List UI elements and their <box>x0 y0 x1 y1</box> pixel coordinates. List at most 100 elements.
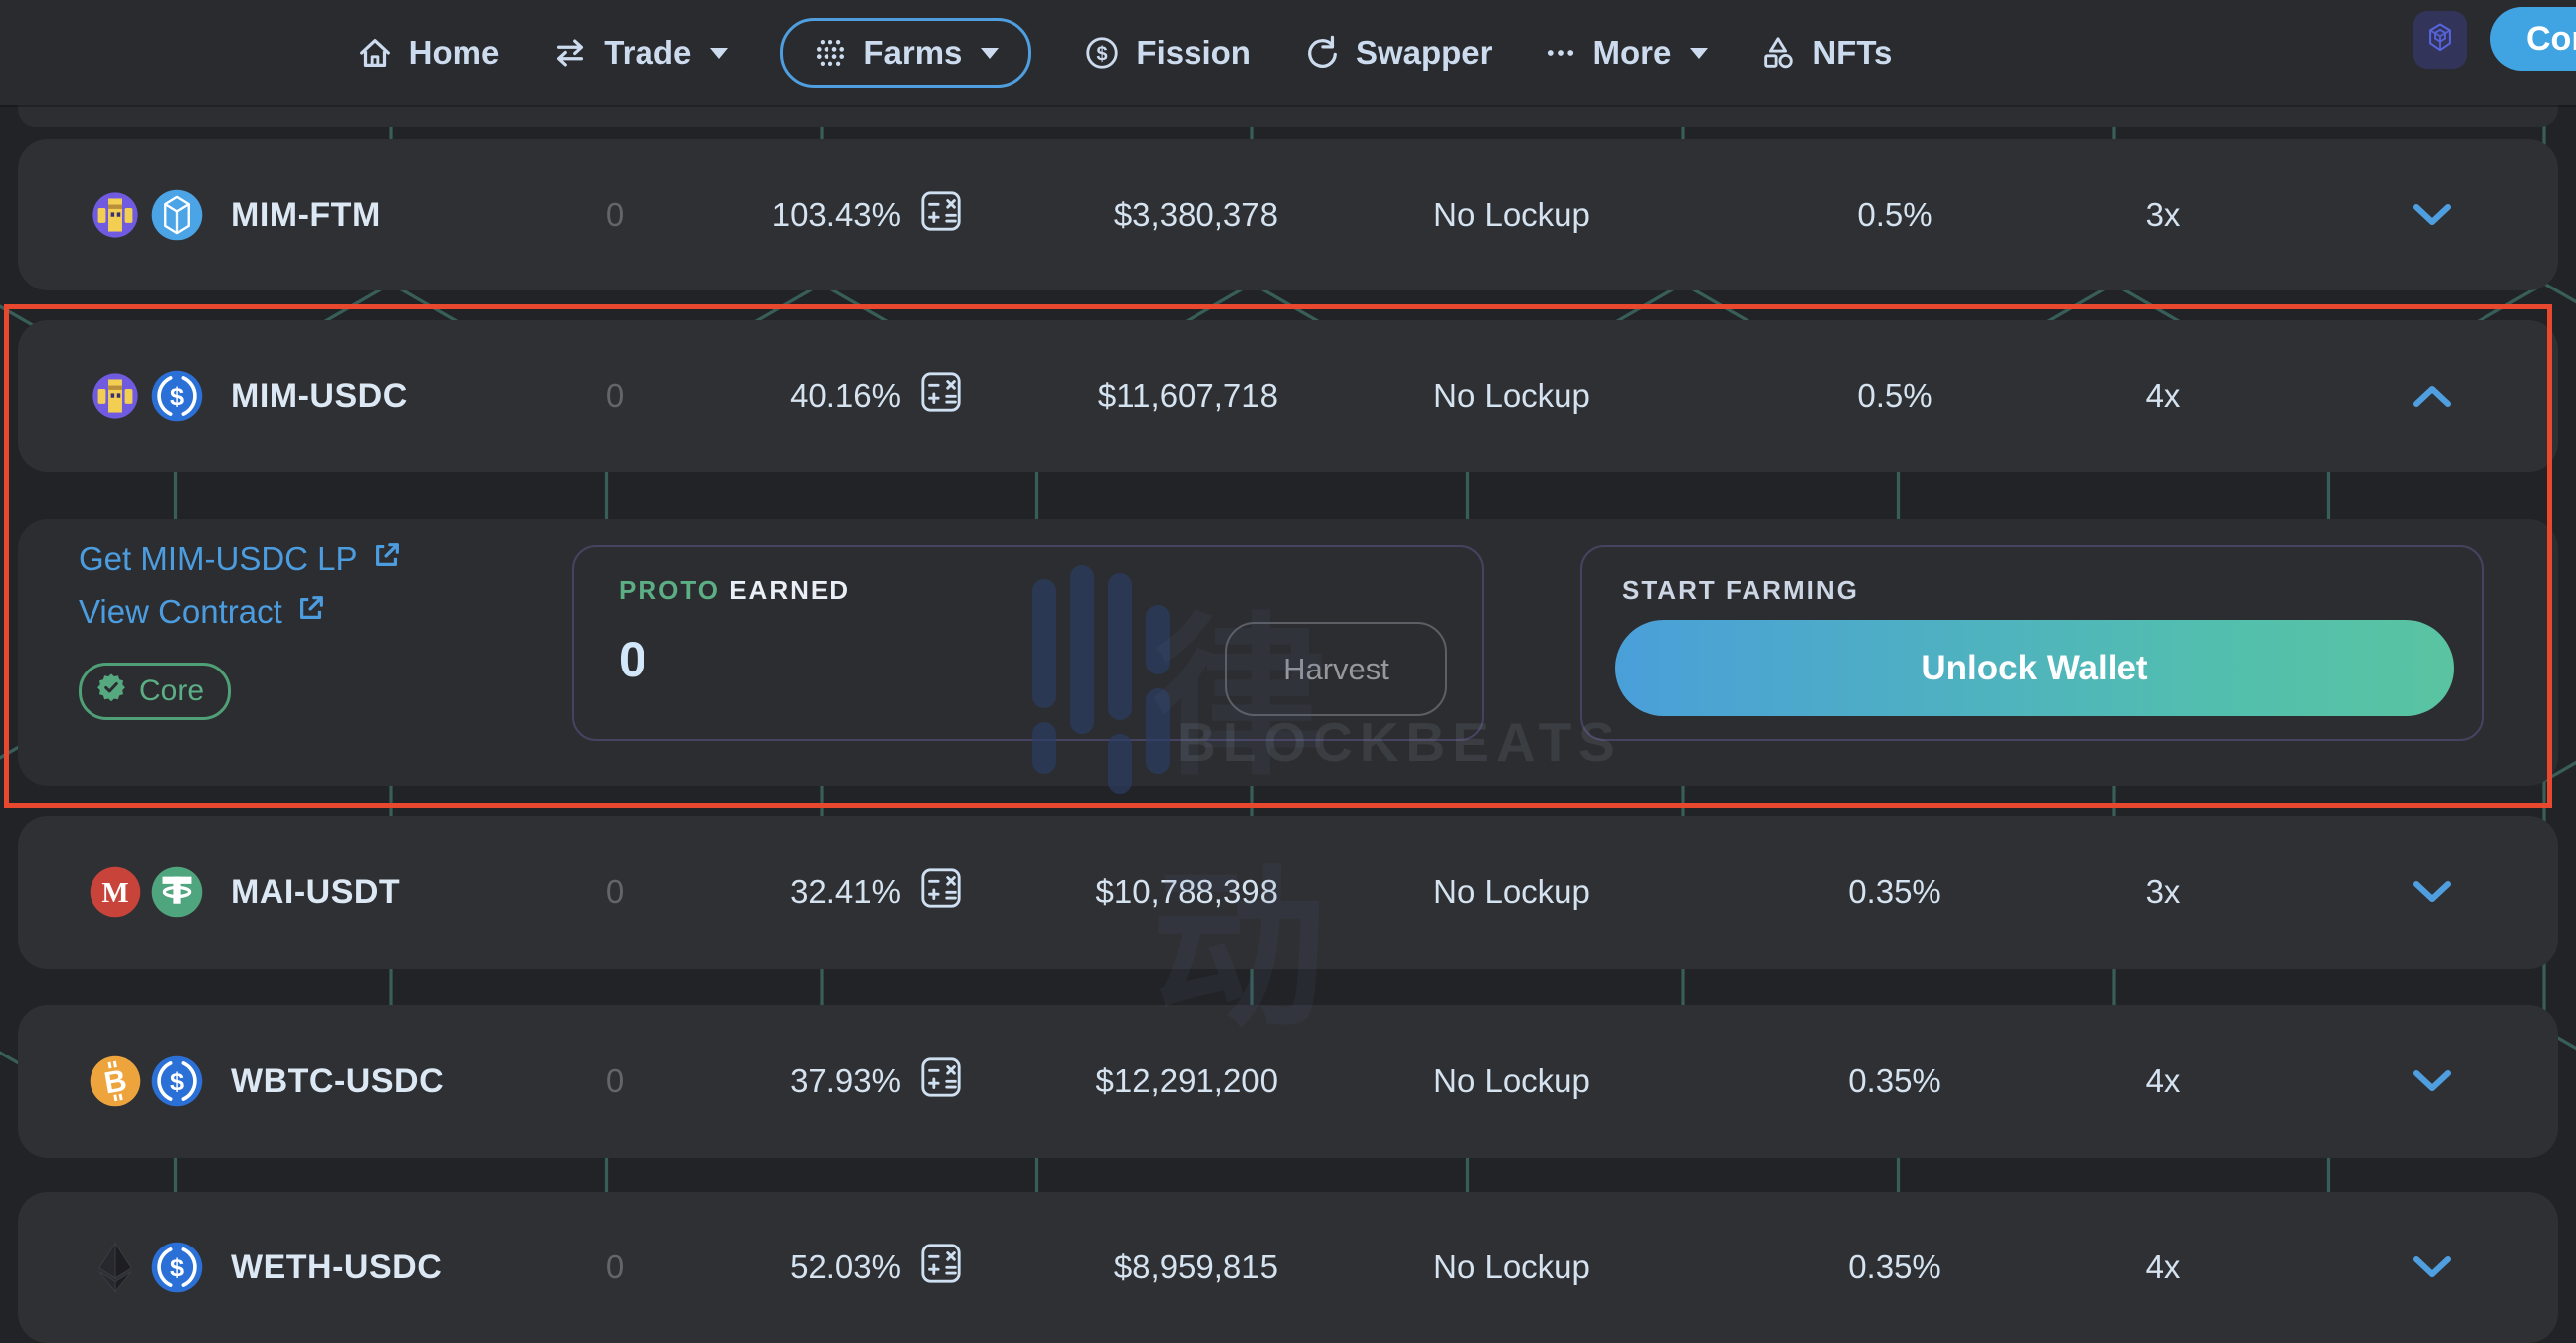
svg-text:$: $ <box>1097 44 1108 66</box>
top-navigation: Home Trade Farms $ <box>0 0 2576 105</box>
multiplier-value: 4x <box>2145 1248 2181 1285</box>
nav-item-more[interactable]: More <box>1544 34 1709 72</box>
liquidity-value: $11,607,718 <box>1097 377 1278 414</box>
start-farming-title: START FARMING <box>1622 575 1859 605</box>
multiplier-value: 3x <box>2145 196 2181 233</box>
nav-item-home[interactable]: Home <box>356 34 500 72</box>
fantom-cube-icon <box>2422 20 2458 61</box>
nav-item-fission[interactable]: $ Fission <box>1083 34 1251 72</box>
lockup-value: No Lockup <box>1433 1248 1590 1285</box>
pair-cell: $ MIM-USDC <box>88 320 408 472</box>
verified-seal-icon <box>96 672 126 710</box>
apr-calculator-icon[interactable] <box>919 370 963 422</box>
nav-label: Home <box>408 34 500 71</box>
deposit-fee-value: 0.5% <box>1857 377 1932 414</box>
apr-calculator-icon[interactable] <box>919 189 963 241</box>
view-contract-link[interactable]: View Contract <box>79 590 402 634</box>
get-lp-label: Get MIM-USDC LP <box>79 540 358 577</box>
token-icon-mim <box>88 187 143 243</box>
multiplier-value: 4x <box>2145 377 2181 414</box>
token-icon-usdt <box>149 864 205 920</box>
nav-item-nfts[interactable]: NFTs <box>1759 34 1892 72</box>
home-icon <box>356 34 394 72</box>
earned-suffix-label: EARNED <box>729 575 851 605</box>
nav-label: Fission <box>1136 34 1251 71</box>
pair-cell: $ WETH-USDC <box>88 1192 442 1343</box>
partial-row-above <box>18 105 2558 127</box>
earned-token-label: PROTO <box>619 575 720 605</box>
harvest-button[interactable]: Harvest <box>1225 622 1447 716</box>
expand-chevron[interactable] <box>2397 1192 2467 1343</box>
pair-name: MAI-USDT <box>231 872 401 911</box>
pair-name: MIM-FTM <box>231 195 381 234</box>
collapse-chevron[interactable] <box>2397 320 2467 472</box>
nav-item-farms[interactable]: Farms <box>780 18 1032 88</box>
apr-calculator-icon[interactable] <box>919 866 963 918</box>
token-icon-mim <box>88 368 143 424</box>
view-contract-label: View Contract <box>79 593 282 630</box>
svg-text:$: $ <box>170 1254 184 1282</box>
apr-value: 103.43% <box>771 196 901 233</box>
token-icon-ftm <box>149 187 205 243</box>
apr-cell: 40.16% <box>790 320 963 472</box>
nav-item-trade[interactable]: Trade <box>551 34 729 72</box>
token-icon-weth <box>88 1240 143 1295</box>
svg-text:M: M <box>101 877 128 909</box>
core-badge-label: Core <box>139 674 205 707</box>
liquidity-value: $12,291,200 <box>1095 1062 1278 1099</box>
lockup-value: No Lockup <box>1433 377 1590 414</box>
deposit-fee-value: 0.35% <box>1848 1248 1941 1285</box>
apr-cell: 32.41% <box>790 816 963 969</box>
more-dots-icon <box>1544 36 1577 70</box>
chevron-down-icon <box>981 47 1000 59</box>
token-icon-usdc: $ <box>149 368 205 424</box>
staked-amount: 0 <box>605 1062 625 1099</box>
staked-amount: 0 <box>605 196 625 233</box>
apr-calculator-icon[interactable] <box>919 1055 963 1107</box>
swapper-icon <box>1303 34 1341 72</box>
farm-row-weth-usdc[interactable]: $ WETH-USDC 0 52.03% $8,959,815 No Locku… <box>18 1192 2558 1343</box>
liquidity-value: $10,788,398 <box>1095 873 1278 910</box>
pair-name: MIM-USDC <box>231 376 408 415</box>
expand-chevron[interactable] <box>2397 1005 2467 1158</box>
pair-cell: B $ WBTC-USDC <box>88 1005 444 1158</box>
staked-amount: 0 <box>605 873 625 910</box>
connect-wallet-button[interactable]: Connect <box>2490 7 2576 71</box>
unlock-wallet-button[interactable]: Unlock Wallet <box>1615 620 2454 716</box>
pair-cell: MIM-FTM <box>88 139 381 290</box>
liquidity-value: $3,380,378 <box>1113 196 1278 233</box>
trade-icon <box>551 34 589 72</box>
expand-chevron[interactable] <box>2397 139 2467 290</box>
apr-calculator-icon[interactable] <box>919 1242 963 1293</box>
apr-cell: 52.03% <box>790 1192 963 1343</box>
deposit-fee-value: 0.35% <box>1848 873 1941 910</box>
apr-value: 32.41% <box>790 873 901 910</box>
nav-item-swapper[interactable]: Swapper <box>1303 34 1493 72</box>
multiplier-value: 3x <box>2145 873 2181 910</box>
earned-amount: 0 <box>619 632 646 687</box>
lockup-value: No Lockup <box>1433 196 1590 233</box>
expand-chevron[interactable] <box>2397 816 2467 969</box>
external-link-icon <box>372 537 402 581</box>
start-farming-card: START FARMING Unlock Wallet <box>1580 545 2484 741</box>
farm-row-mim-ftm[interactable]: MIM-FTM 0 103.43% $3,380,378 No Lockup 0… <box>18 139 2558 290</box>
svg-text:$: $ <box>170 383 184 411</box>
nav-label: Farms <box>863 34 963 71</box>
nav-label: More <box>1592 34 1672 71</box>
network-selector-button[interactable] <box>2413 11 2467 69</box>
staked-amount: 0 <box>605 1248 625 1285</box>
nav-label: NFTs <box>1812 34 1893 71</box>
apr-value: 37.93% <box>790 1062 901 1099</box>
nfts-icon <box>1759 34 1797 72</box>
token-icon-wbtc: B <box>88 1054 143 1109</box>
farm-row-mai-usdt[interactable]: M MAI-USDT 0 32.41% $10,788,398 No Locku… <box>18 816 2558 969</box>
pair-name: WETH-USDC <box>231 1247 443 1286</box>
lockup-value: No Lockup <box>1433 1062 1590 1099</box>
get-lp-link[interactable]: Get MIM-USDC LP <box>79 537 402 581</box>
nav-label: Swapper <box>1355 34 1493 71</box>
apr-cell: 103.43% <box>772 139 963 290</box>
farm-row-mim-usdc[interactable]: $ MIM-USDC 0 40.16% $11,607,718 No Locku… <box>18 320 2558 472</box>
farm-row-wbtc-usdc[interactable]: B $ WBTC-USDC 0 37.93% $12,291,200 No Lo… <box>18 1005 2558 1158</box>
deposit-fee-value: 0.5% <box>1857 196 1932 233</box>
chevron-down-icon <box>710 47 729 59</box>
